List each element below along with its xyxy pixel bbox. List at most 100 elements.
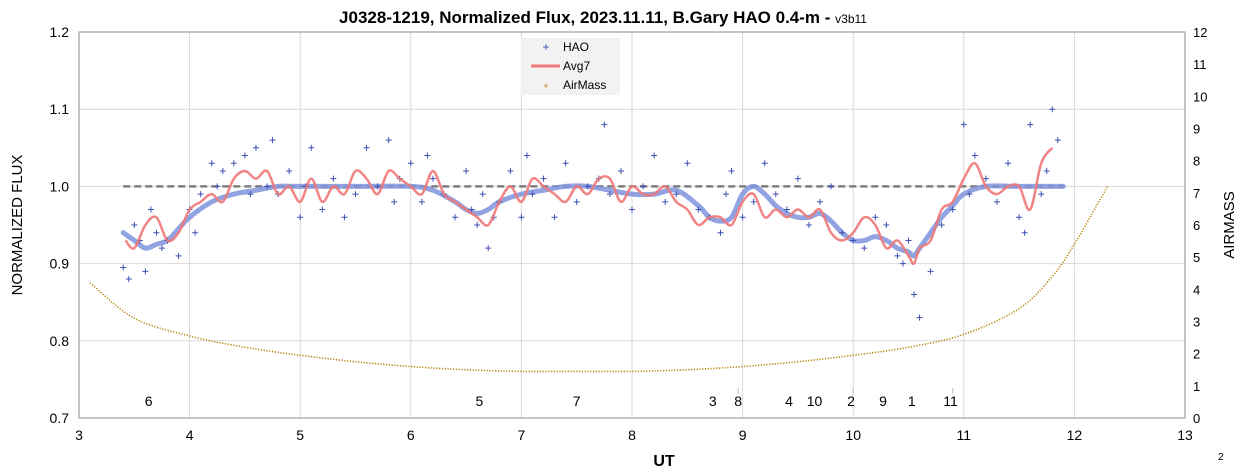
hao-point [1038,191,1045,198]
y2-tick-label: 4 [1193,282,1200,297]
hao-point [673,191,680,198]
hao-point [783,206,790,213]
hao-point [584,183,591,190]
hao-point [230,160,237,167]
y2-tick-label: 8 [1193,154,1200,169]
hao-point [147,206,154,213]
hao-point [264,183,271,190]
hao-point [158,245,165,252]
y2-tick-label: 3 [1193,315,1200,330]
annotation-label: 5 [475,393,483,409]
legend-airmass-marker: + [543,81,548,91]
hao-point [153,229,160,236]
x-tick-label: 6 [407,427,415,443]
legend: + HAO Avg7 + AirMass [521,38,620,95]
chart-title-separator: - [820,8,835,27]
hao-point [717,229,724,236]
hao-point [761,160,768,167]
legend-hao-label: HAO [563,40,589,54]
y-axis-label: NORMALIZED FLUX [9,155,26,296]
hao-point [629,206,635,213]
hao-point [523,152,530,159]
y2-tick-label: 1 [1193,379,1200,394]
hao-point [938,222,945,228]
y2-tick-label: 5 [1193,250,1200,265]
legend-airmass-label: AirMass [563,78,606,92]
hao-point [485,245,492,252]
hao-point [993,198,1000,205]
annotation-label: 2 [847,393,855,409]
x-tick-label: 7 [518,427,526,443]
hao-point [911,291,918,298]
legend-avg7-label: Avg7 [563,59,590,73]
hao-point [452,214,459,221]
hao-point [208,160,215,167]
hao-point [463,167,470,174]
chart-title-main: J0328-1219, Normalized Flux, 2023.11.11,… [339,8,820,27]
annotation-label: 6 [145,393,153,409]
hao-point [905,237,912,244]
hao-point [739,214,746,221]
airmass-series [89,186,1109,373]
hao-point [894,252,901,259]
y-tick-label: 1.1 [50,101,70,117]
hao-point [982,175,989,182]
x-tick-label: 12 [1067,427,1083,443]
hao-point [927,268,934,275]
hao-series [120,106,1061,321]
annotation-label: 9 [879,393,887,409]
hao-point [723,191,730,198]
hao-point [850,237,857,244]
x-tick-label: 8 [628,427,636,443]
hao-point [684,160,691,167]
y-tick-label: 1.2 [50,24,70,40]
y2-tick-label: 12 [1193,25,1207,40]
hao-point [750,198,757,205]
hao-point [352,191,359,198]
annotation-label: 3 [709,393,717,409]
hao-point [330,175,337,182]
hao-point [219,167,226,174]
hao-point [728,167,735,174]
hao-point [573,198,580,205]
hao-point [805,222,812,228]
hao-point [640,183,647,190]
hao-point [391,198,398,205]
hao-point [175,252,182,259]
hao-point [252,144,259,151]
page-number: 2 [1218,452,1224,463]
annotation-label: 7 [573,393,581,409]
hao-point [662,198,669,205]
hao-point [374,183,381,190]
hao-point [883,222,890,228]
hao-point [828,183,835,190]
hao-point [142,268,149,275]
hao-point [872,214,879,221]
hao-point [772,191,779,198]
hao-point [695,206,702,213]
hao-point [966,191,973,198]
x-tick-label: 4 [186,427,194,443]
annotation-label: 11 [943,393,958,409]
hao-point [363,144,370,151]
hao-point [407,160,414,167]
hao-point [916,314,923,321]
y2-tick-label: 9 [1193,122,1200,137]
y-tick-labels: 0.7 0.8 0.9 1.0 1.1 1.2 [50,24,70,426]
hao-point [319,206,326,213]
hao-point [1027,121,1034,128]
x-tick-label: 5 [296,427,304,443]
hao-point [861,245,868,252]
x-tick-labels: 3 4 5 6 7 8 9 10 11 12 13 [75,427,1193,443]
hao-point [839,229,846,236]
hao-point [424,152,431,159]
hao-point [1016,214,1023,221]
hao-point [960,121,967,128]
x-tick-label: 9 [739,427,747,443]
annotation-label: 1 [908,393,916,409]
y-tick-label: 0.7 [50,410,70,426]
legend-hao-marker: + [542,40,549,54]
hao-point [606,191,613,198]
